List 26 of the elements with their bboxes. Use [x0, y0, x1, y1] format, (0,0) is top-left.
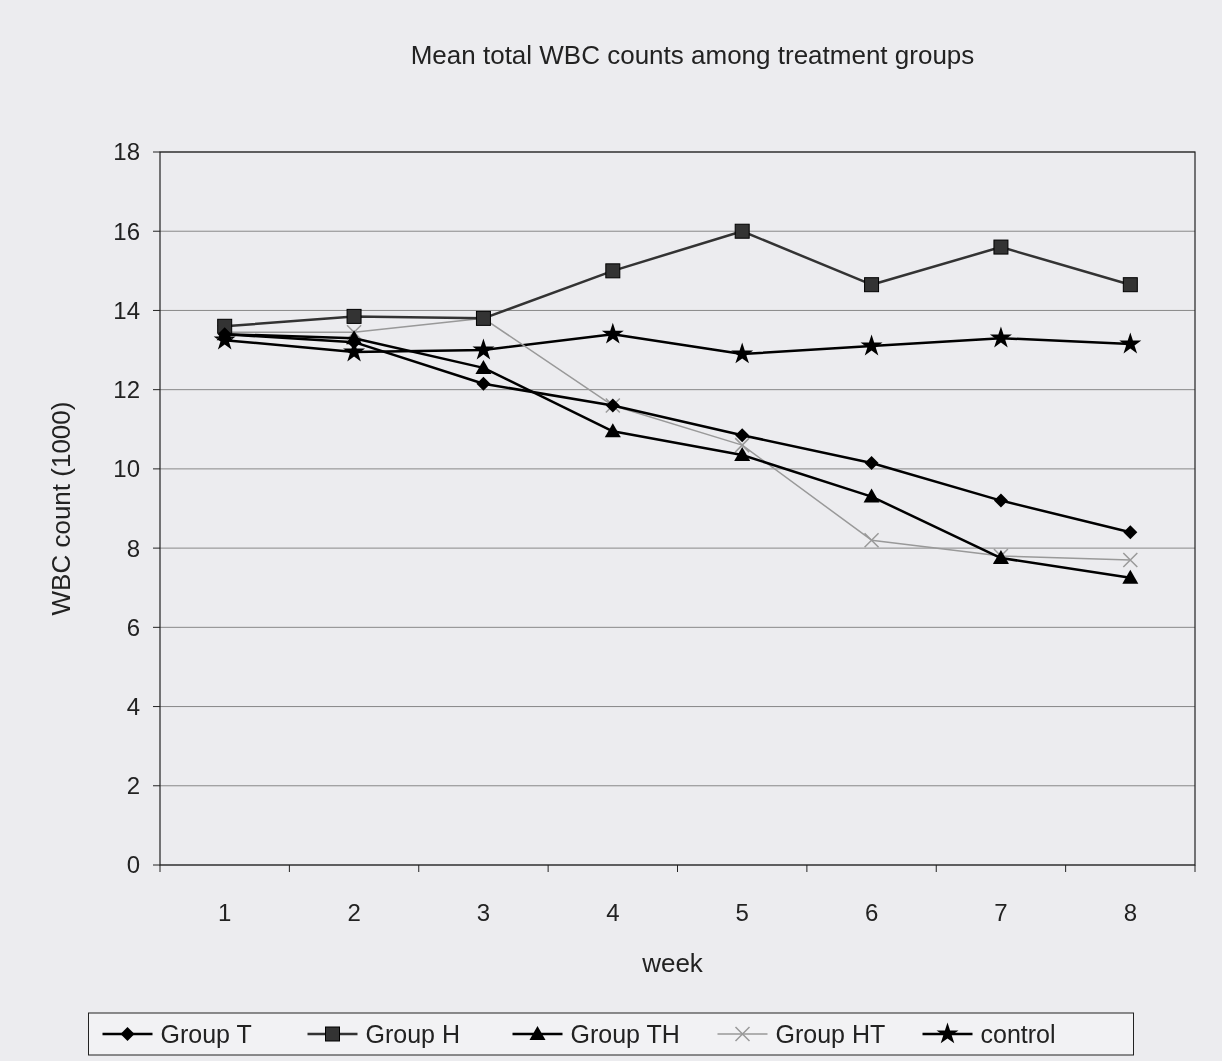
y-tick-label: 10	[113, 455, 140, 483]
x-tick-label: 2	[347, 899, 361, 926]
x-tick-label: 4	[606, 899, 620, 926]
y-tick-label: 18	[113, 138, 140, 166]
x-tick-label: 3	[476, 899, 491, 926]
y-tick-label: 8	[126, 534, 140, 562]
x-tick-label: 1	[218, 899, 232, 926]
x-tick-label: 8	[1123, 899, 1137, 926]
y-axis-title: WBC count (1000)	[46, 401, 76, 616]
legend-label: Group H	[365, 1019, 460, 1048]
legend-label: Group HT	[775, 1019, 886, 1048]
legend-label: control	[980, 1019, 1056, 1048]
x-axis-title: week	[641, 948, 704, 978]
legend-label: Group TH	[570, 1019, 680, 1048]
x-tick-label: 7	[994, 899, 1008, 926]
y-tick-label: 4	[126, 692, 140, 720]
chart-title: Mean total WBC counts among treatment groups	[410, 40, 975, 70]
y-tick-label: 0	[126, 851, 140, 879]
x-tick-label: 5	[735, 899, 749, 926]
x-tick-label: 6	[864, 899, 879, 926]
y-tick-label: 12	[113, 376, 140, 404]
y-tick-label: 6	[126, 613, 140, 641]
y-tick-label: 16	[113, 217, 140, 245]
legend-label: Group T	[160, 1019, 252, 1048]
y-tick-label: 2	[126, 772, 140, 800]
y-tick-label: 14	[113, 296, 140, 324]
